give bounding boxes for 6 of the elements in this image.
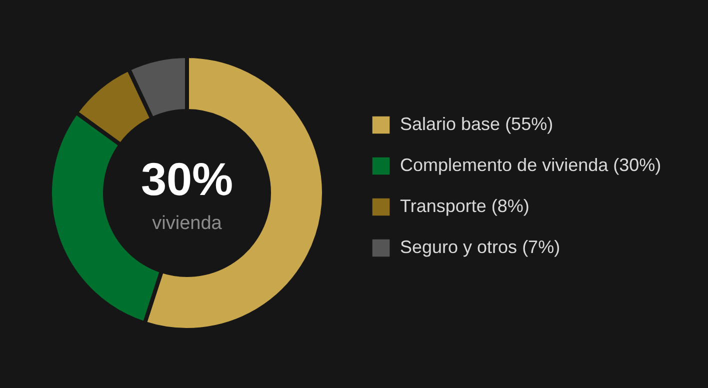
legend-label: Seguro y otros (7%) [400, 237, 560, 257]
text: 30% [140, 153, 234, 205]
legend-label: Salario base (55%) [400, 114, 554, 134]
legend-label: Transporte (8%) [400, 196, 530, 216]
legend-label: Complemento de vivienda (30%) [400, 155, 662, 175]
text: vivienda [152, 213, 222, 234]
